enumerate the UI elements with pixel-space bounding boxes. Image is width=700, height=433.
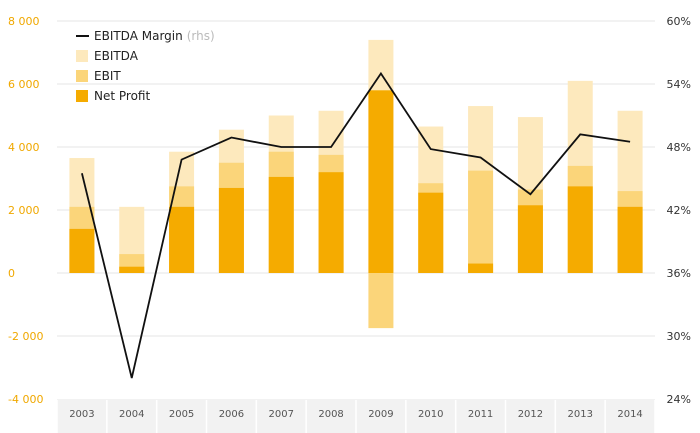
- left-tick-label: -4 000: [8, 393, 43, 406]
- x-tick-label: 2010: [418, 409, 443, 420]
- left-tick-label: 6 000: [8, 78, 40, 91]
- bar-net-profit: [268, 176, 294, 273]
- bar-net-profit: [69, 228, 95, 273]
- bar-net-profit: [468, 263, 494, 273]
- bar-ebit: [368, 273, 394, 329]
- x-tick-label: 2009: [368, 409, 393, 420]
- bars: [69, 39, 643, 329]
- bar-ebit: [468, 170, 494, 273]
- bar-net-profit: [318, 172, 344, 273]
- bar-net-profit: [418, 192, 444, 273]
- legend-label-net-profit: Net Profit: [94, 89, 150, 103]
- right-tick-label: 30%: [667, 330, 691, 343]
- x-tick-label: 2012: [518, 409, 543, 420]
- right-tick-label: 36%: [667, 267, 691, 280]
- x-tick-label: 2008: [318, 409, 343, 420]
- x-tick-label: 2014: [617, 409, 642, 420]
- bar-net-profit: [617, 206, 643, 273]
- right-tick-label: 42%: [667, 204, 691, 217]
- left-tick-label: 2 000: [8, 204, 40, 217]
- right-axis-ticks: 24% 30% 36% 42% 48% 54% 60%: [667, 15, 691, 406]
- legend-note: (rhs): [187, 29, 215, 43]
- bar-net-profit: [567, 186, 593, 273]
- legend: EBITDA Margin (rhs) EBITDA EBIT Net Profit: [76, 29, 215, 103]
- right-tick-label: 54%: [667, 78, 691, 91]
- left-axis-ticks: -4 000 -2 000 0 2 000 4 000 6 000 8 000: [8, 15, 43, 406]
- bar-net-profit: [368, 90, 394, 273]
- legend-label-ebitda-margin: EBITDA Margin: [94, 29, 183, 43]
- legend-swatch-ebit: [76, 70, 88, 82]
- bar-net-profit: [517, 205, 543, 273]
- x-tick-label: 2007: [269, 409, 294, 420]
- right-tick-label: 24%: [667, 393, 691, 406]
- x-tick-label: 2006: [219, 409, 244, 420]
- left-tick-label: -2 000: [8, 330, 43, 343]
- right-tick-label: 48%: [667, 141, 691, 154]
- x-tick-label: 2004: [119, 409, 144, 420]
- legend-label-ebitda: EBITDA: [94, 49, 139, 63]
- bar-net-profit: [218, 187, 244, 273]
- x-axis-ticks: 2003 2004 2005 2006 2007 2008 2009 2010 2011 2012…: [56, 400, 656, 433]
- legend-swatch-ebitda: [76, 50, 88, 62]
- bar-net-profit: [169, 206, 195, 273]
- left-tick-label: 8 000: [8, 15, 40, 28]
- x-tick-label: 2005: [169, 409, 194, 420]
- margin-line: [81, 71, 631, 379]
- x-tick-label: 2003: [69, 409, 94, 420]
- left-tick-label: 0: [8, 267, 15, 280]
- bar-net-profit: [119, 266, 145, 273]
- left-tick-label: 4 000: [8, 141, 40, 154]
- legend-label-ebit: EBIT: [94, 69, 121, 83]
- right-tick-label: 60%: [667, 15, 691, 28]
- legend-swatch-net-profit: [76, 90, 88, 102]
- x-tick-label: 2013: [568, 409, 593, 420]
- gridlines: [57, 20, 655, 337]
- line-ebitda-margin: [81, 71, 631, 379]
- x-tick-label: 2011: [468, 409, 493, 420]
